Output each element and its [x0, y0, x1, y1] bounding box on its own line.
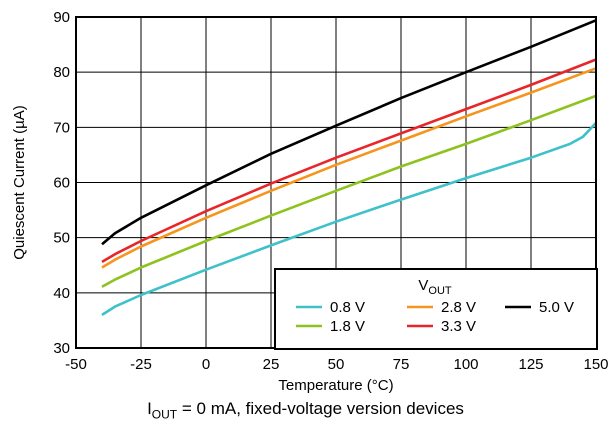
legend-title: VOUT — [418, 277, 452, 297]
y-tick-label: 30 — [53, 340, 70, 357]
series-line-1-8-v — [101, 94, 597, 288]
x-tick-label: 75 — [393, 356, 410, 373]
chart-caption: IOUT = 0 mA, fixed-voltage version devic… — [0, 399, 611, 421]
caption-main: I — [147, 399, 152, 418]
legend-box — [274, 268, 598, 350]
legend-label: 5.0 V — [539, 299, 574, 316]
tick-labels: -50 -25 0 25 50 75 100 125 150 30 40 50 60 70 80 90 — [53, 9, 608, 373]
legend: VOUT 0.8 V 2.8 V 5.0 V 1.8 V 3.3 V — [274, 268, 598, 350]
chart-svg: -50 -25 0 25 50 75 100 125 150 30 40 50 60 70 80 90 Tem… — [11, 9, 609, 394]
series-line-3-3-v — [101, 58, 597, 264]
series-line-2-8-v — [101, 67, 597, 269]
legend-label: 2.8 V — [441, 299, 476, 316]
legend-label: 3.3 V — [441, 318, 476, 335]
series-line-0-8-v — [101, 122, 597, 316]
legend-label: 1.8 V — [330, 318, 365, 335]
x-tick-label: -50 — [65, 356, 87, 373]
x-tick-label: 50 — [328, 356, 345, 373]
x-tick-label: 25 — [263, 356, 280, 373]
caption-rest: = 0 mA, fixed-voltage version devices — [177, 399, 464, 418]
legend-title-sub: OUT — [428, 285, 452, 297]
x-tick-label: 0 — [202, 356, 210, 373]
x-tick-label: 100 — [453, 356, 478, 373]
x-tick-label: 125 — [518, 356, 543, 373]
y-tick-label: 80 — [53, 64, 70, 81]
caption-sub: OUT — [151, 407, 178, 422]
legend-title-main: V — [418, 277, 428, 294]
y-tick-label: 70 — [53, 119, 70, 136]
x-tick-label: 150 — [583, 356, 608, 373]
y-tick-label: 90 — [53, 9, 70, 26]
y-tick-label: 40 — [53, 285, 70, 302]
legend-label: 0.8 V — [330, 299, 365, 316]
y-tick-label: 60 — [53, 175, 70, 192]
x-axis-label: Temperature (°C) — [278, 377, 393, 394]
series-group — [101, 19, 597, 316]
x-tick-label: -25 — [130, 356, 152, 373]
y-axis-label: Quiescent Current (µA) — [11, 105, 28, 260]
series-line-5-0-v — [101, 19, 597, 246]
y-tick-label: 50 — [53, 230, 70, 247]
